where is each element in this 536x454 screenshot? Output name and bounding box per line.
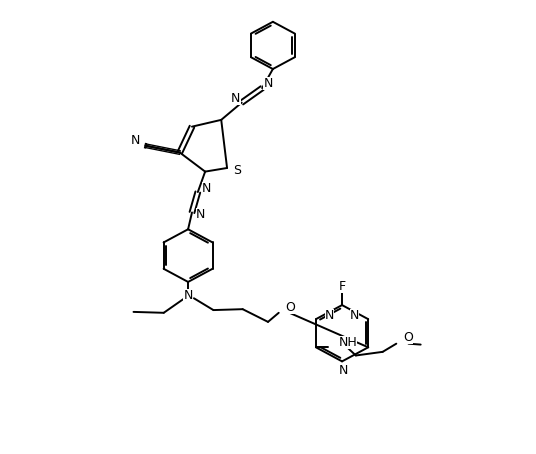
Text: N: N (338, 364, 348, 377)
Text: N: N (130, 134, 140, 147)
Text: N: N (202, 182, 211, 195)
Text: O: O (286, 301, 295, 314)
Text: N: N (231, 92, 241, 104)
Text: N: N (325, 309, 334, 322)
Text: N: N (350, 309, 360, 322)
Text: N: N (196, 208, 205, 221)
Text: NH: NH (338, 336, 357, 349)
Text: F: F (339, 280, 346, 292)
Text: N: N (183, 289, 193, 302)
Text: S: S (233, 164, 241, 177)
Text: N: N (263, 77, 273, 90)
Text: O: O (403, 331, 413, 344)
